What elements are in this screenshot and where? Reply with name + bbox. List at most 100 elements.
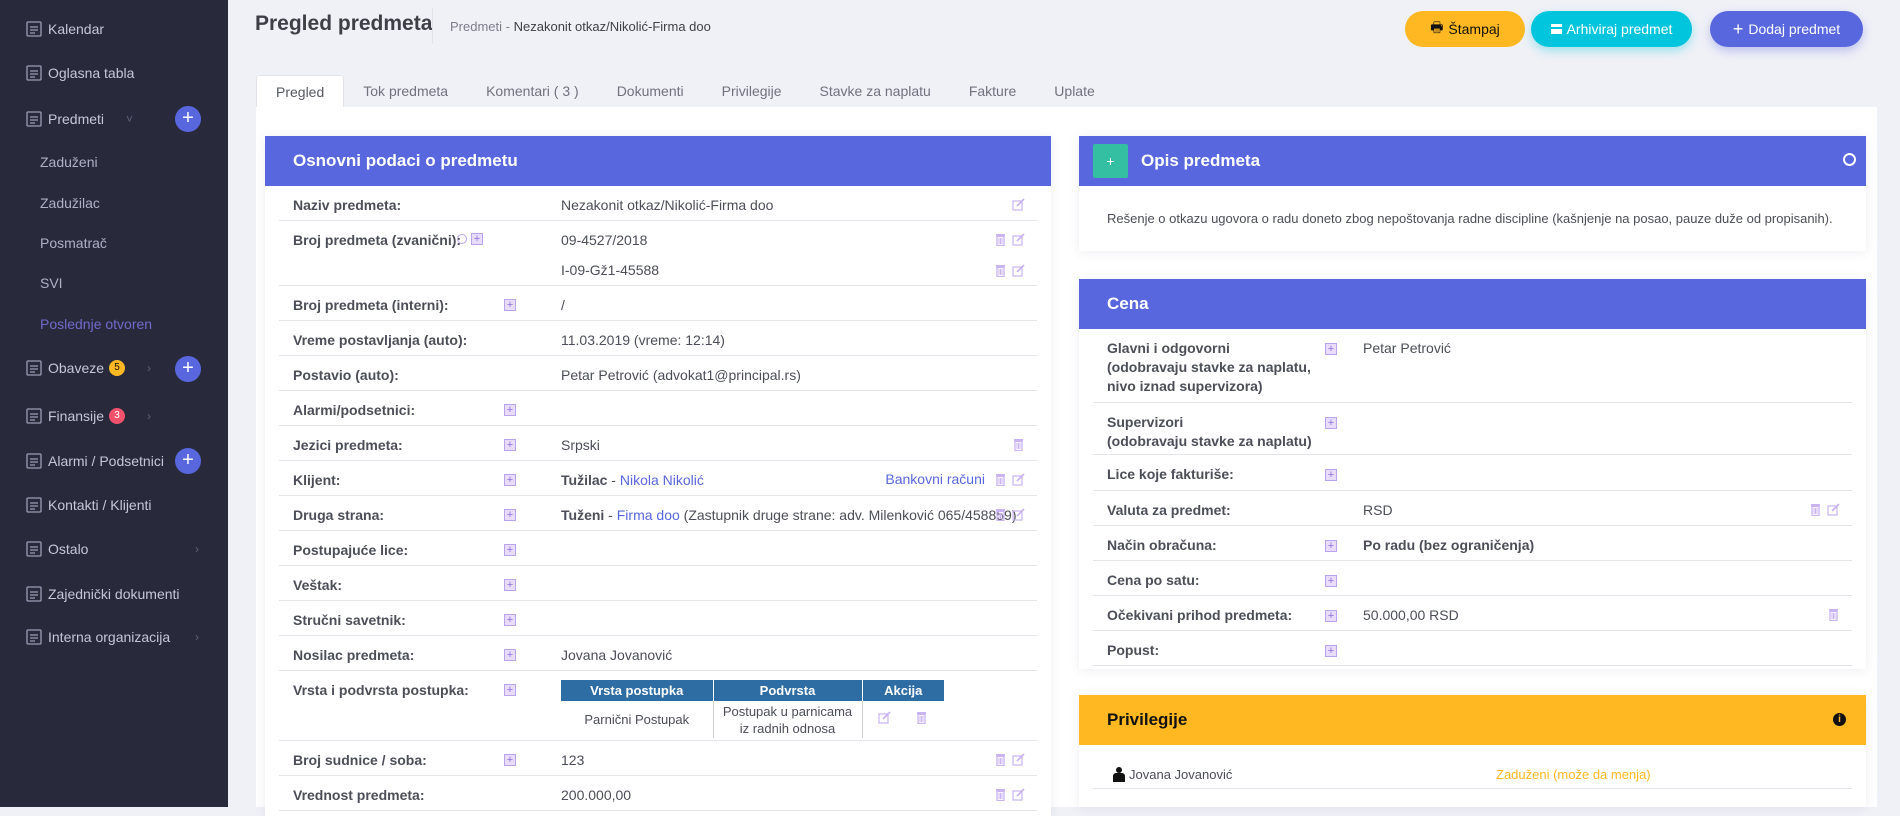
printer-icon: 🖶 xyxy=(1430,19,1444,35)
info-row: Nosilac predmeta: + Jovana Jovanović xyxy=(279,636,1037,671)
sidebar-item-1[interactable]: Oglasna tabla xyxy=(24,61,134,85)
row-label: Postupajuće lice: xyxy=(293,542,409,558)
sidebar-item-5[interactable]: Alarmi / Podsetnici xyxy=(24,449,164,473)
trash-icon[interactable] xyxy=(994,753,1007,769)
sidebar-subitem[interactable]: Zadužilac xyxy=(40,195,100,211)
plus-square-icon[interactable]: + xyxy=(1325,417,1337,429)
trash-icon[interactable] xyxy=(994,788,1007,804)
print-button[interactable]: 🖶 Štampaj xyxy=(1405,11,1525,47)
plus-square-icon[interactable]: + xyxy=(1325,610,1337,622)
archive-button[interactable]: Arhiviraj predmet xyxy=(1531,11,1692,47)
chevron-icon[interactable]: › xyxy=(147,361,151,375)
sidebar-item-3[interactable]: Obaveze 5 xyxy=(24,356,126,380)
trash-icon[interactable] xyxy=(915,712,928,727)
plus-square-icon[interactable]: + xyxy=(1325,645,1337,657)
sidebar-item-8[interactable]: Zajednički dokumenti xyxy=(24,582,180,606)
tab-5[interactable]: Stavke za naplatu xyxy=(819,83,931,99)
add-case-button[interactable]: + Dodaj predmet xyxy=(1710,11,1863,47)
bank-accounts-link[interactable]: Bankovni računi xyxy=(885,471,985,487)
chevron-icon[interactable]: › xyxy=(195,630,199,644)
sidebar-subitem[interactable]: Poslednje otvoren xyxy=(40,316,153,332)
sidebar-add-button[interactable]: + xyxy=(175,356,201,382)
edit-icon[interactable] xyxy=(1012,264,1025,280)
sidebar-item-label: Interna organizacija xyxy=(48,629,171,645)
edit-icon[interactable] xyxy=(1012,233,1025,249)
row-actions xyxy=(994,788,1025,804)
plus-square-icon[interactable]: + xyxy=(471,233,483,245)
sidebar-item-0[interactable]: Kalendar xyxy=(24,17,104,41)
trash-icon[interactable] xyxy=(994,473,1007,489)
bell-icon xyxy=(26,453,42,469)
edit-icon[interactable] xyxy=(1012,788,1025,804)
trash-icon[interactable] xyxy=(1827,608,1840,624)
info-row: Postavio (auto): Petar Petrović (advokat1… xyxy=(279,356,1037,391)
sidebar-subitem[interactable]: Posmatrač xyxy=(40,235,107,251)
sidebar-item-2[interactable]: Predmeti xyxy=(24,107,104,131)
info-row: Stručni savetnik: + xyxy=(279,601,1037,636)
plus-square-icon[interactable]: + xyxy=(1325,343,1337,355)
sidebar-item-4[interactable]: Finansije 3 xyxy=(24,404,126,428)
info-row: Druga strana: + Tuženi - Firma doo (Zastup… xyxy=(279,496,1037,531)
sidebar-item-9[interactable]: Interna organizacija xyxy=(24,625,170,649)
row-label: Broj predmeta (interni): xyxy=(293,297,449,313)
plus-square-icon[interactable]: + xyxy=(504,649,516,661)
price-row: Lice koje fakturiše: + xyxy=(1093,455,1852,491)
history-icon[interactable] xyxy=(457,234,467,244)
edit-icon[interactable] xyxy=(878,711,891,727)
plus-square-icon[interactable]: + xyxy=(504,404,516,416)
edit-icon[interactable] xyxy=(1012,473,1025,489)
tab-1[interactable]: Tok predmeta xyxy=(363,83,449,99)
history-icon[interactable] xyxy=(1843,153,1856,166)
plus-square-icon[interactable]: + xyxy=(504,509,516,521)
tab-2[interactable]: Komentari ( 3 ) xyxy=(486,83,579,99)
info-row: Veštak: + xyxy=(279,566,1037,601)
plus-square-icon[interactable]: + xyxy=(504,684,516,696)
breadcrumb-root[interactable]: Predmeti xyxy=(450,19,503,34)
trash-icon[interactable] xyxy=(994,508,1007,524)
info-icon[interactable]: i xyxy=(1833,713,1846,726)
col-header: Akcija xyxy=(861,680,944,701)
plus-square-icon[interactable]: + xyxy=(504,544,516,556)
plus-square-icon[interactable]: + xyxy=(504,474,516,486)
count-badge: 3 xyxy=(109,408,126,424)
plus-square-icon[interactable]: + xyxy=(1325,469,1337,481)
plus-square-icon[interactable]: + xyxy=(504,439,516,451)
tab-4[interactable]: Privilegije xyxy=(721,83,782,99)
edit-icon[interactable] xyxy=(1012,753,1025,769)
party-link[interactable]: Nikola Nikolić xyxy=(619,472,704,488)
trash-icon[interactable] xyxy=(1809,503,1822,519)
plus-square-icon[interactable]: + xyxy=(1325,575,1337,587)
plus-square-icon[interactable]: + xyxy=(504,614,516,626)
plus-square-icon[interactable]: + xyxy=(1325,540,1337,552)
plus-square-icon[interactable]: + xyxy=(504,754,516,766)
sidebar-add-button[interactable]: + xyxy=(175,106,201,132)
chevron-icon[interactable]: › xyxy=(147,409,151,423)
sidebar-subitem[interactable]: Zaduženi xyxy=(40,154,98,170)
trash-icon[interactable] xyxy=(994,264,1007,280)
row-label: Postavio (auto): xyxy=(293,367,399,383)
edit-icon[interactable] xyxy=(1827,503,1840,519)
sidebar-subitem[interactable]: SVI xyxy=(40,275,63,291)
row-value: 11.03.2019 (vreme: 12:14) xyxy=(561,332,725,348)
edit-icon[interactable] xyxy=(1012,508,1025,524)
sidebar-item-7[interactable]: Ostalo xyxy=(24,537,88,561)
row-actions xyxy=(994,264,1025,280)
trash-icon[interactable] xyxy=(994,233,1007,249)
chevron-icon[interactable]: › xyxy=(195,542,199,556)
tab-6[interactable]: Fakture xyxy=(968,83,1017,99)
sidebar-add-button[interactable]: + xyxy=(175,448,201,474)
info-row: Vrednost predmeta: 200.000,00 xyxy=(279,776,1037,811)
plus-square-icon[interactable]: + xyxy=(504,579,516,591)
plus-square-icon[interactable]: + xyxy=(504,299,516,311)
tab-7[interactable]: Uplate xyxy=(1054,83,1095,99)
sidebar-item-label: Oglasna tabla xyxy=(48,65,135,81)
trash-icon[interactable] xyxy=(1012,438,1025,454)
row-value: 50.000,00 RSD xyxy=(1363,607,1459,623)
edit-icon[interactable] xyxy=(1012,198,1025,214)
sidebar-item-6[interactable]: Kontakti / Klijenti xyxy=(24,493,152,517)
tab-3[interactable]: Dokumenti xyxy=(616,83,684,99)
chevron-icon[interactable]: ˅ xyxy=(126,112,134,126)
add-description-button[interactable]: + xyxy=(1093,144,1128,178)
party-link[interactable]: Firma doo xyxy=(616,507,680,523)
tab-0[interactable]: Pregled xyxy=(256,75,345,107)
